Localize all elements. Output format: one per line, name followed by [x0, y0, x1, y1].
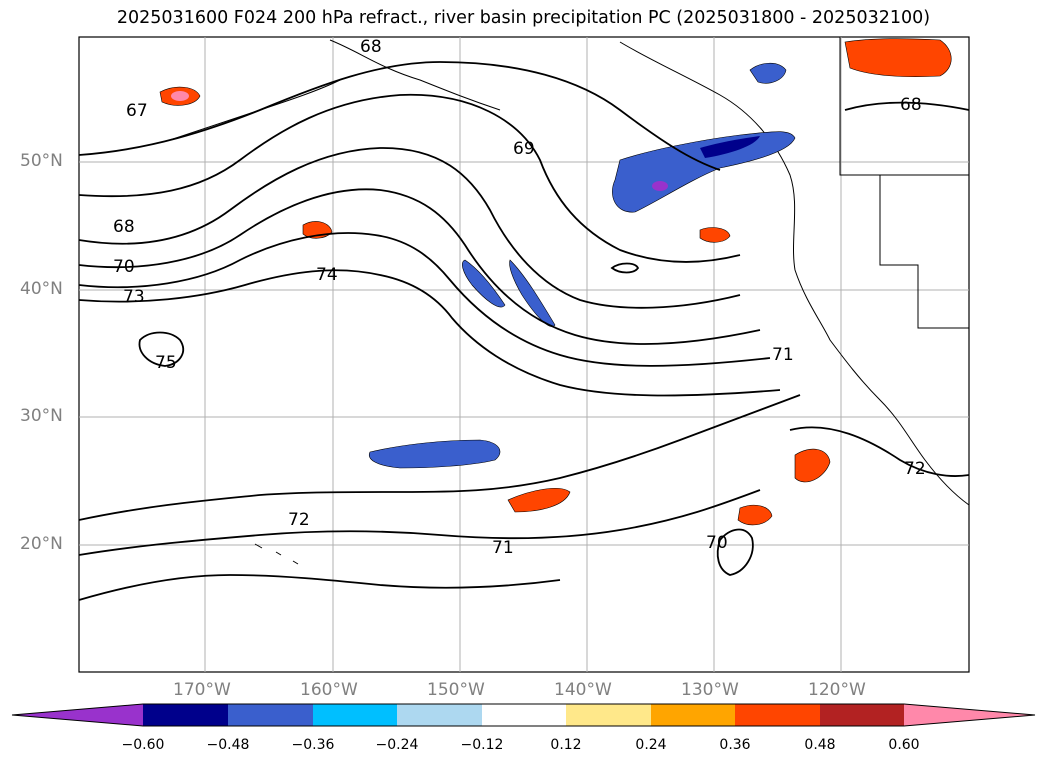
colorbar-segment: [566, 704, 651, 726]
contour-label: 70: [706, 533, 728, 553]
colorbar-segment: [313, 704, 397, 726]
contour-label: 69: [513, 139, 535, 159]
lon-label: 130°W: [681, 680, 739, 700]
lat-label: 20°N: [20, 534, 63, 554]
colorbar-segment: [820, 704, 904, 726]
contour-label: 72: [288, 510, 310, 530]
contour-label: 71: [492, 538, 514, 558]
anomaly-neg-core: [700, 136, 760, 158]
precip-anomaly-fills: [159, 38, 952, 526]
colorbar-tick-label: 0.48: [804, 737, 836, 753]
lon-label: 170°W: [173, 680, 231, 700]
colorbar-tick-label: −0.48: [206, 737, 250, 753]
lon-label: 140°W: [554, 680, 612, 700]
contour-71: [78, 232, 771, 367]
map-title: 2025031600 F024 200 hPa refract., river …: [116, 8, 931, 28]
contour-label: 70: [113, 257, 135, 277]
contour-label: 72: [904, 459, 926, 479]
map-frame: [78, 36, 970, 673]
colorbar-tick-label: 0.24: [635, 737, 667, 753]
colorbar-tick-label: −0.36: [291, 737, 335, 753]
anomaly-pos-canada: [844, 38, 952, 78]
colorbar: [11, 703, 1036, 727]
contour-label: 71: [772, 345, 794, 365]
colorbar-tick-label: 0.12: [550, 737, 582, 753]
contour-labels: 68 67 69 68 68 70 73 74 75 71 72 71 70 7…: [113, 37, 926, 558]
colorbar-tick-label: 0.36: [719, 737, 751, 753]
colorbar-outline: [11, 703, 1036, 727]
lon-label: 160°W: [300, 680, 358, 700]
contour-70-closed: [716, 528, 754, 576]
canada-us-border: [839, 37, 969, 176]
lat-label: 50°N: [20, 151, 63, 171]
colorbar-tick-label: −0.12: [460, 737, 504, 753]
anomaly-pos-baja: [794, 448, 831, 483]
lat-label: 30°N: [20, 406, 63, 426]
alaska-coast: [329, 39, 501, 111]
anomaly-neg-min: [652, 181, 668, 191]
contour-70-south: [78, 574, 561, 601]
colorbar-segment: [482, 704, 566, 726]
colorbar-extend-low: [12, 704, 143, 726]
anomaly-pos-east-pacific: [737, 504, 773, 526]
contour-72-south: [78, 394, 801, 521]
anomaly-pos-max: [171, 91, 189, 101]
contour-70: [78, 188, 761, 345]
contour-68: [78, 93, 741, 263]
contour-label: 73: [123, 287, 145, 307]
contour-69: [78, 147, 741, 309]
anomaly-neg-alaska: [749, 62, 787, 84]
state-borders: [879, 175, 969, 329]
colorbar-segment: [143, 704, 228, 726]
anomaly-pos-subtropics: [507, 487, 571, 513]
lon-label: 120°W: [808, 680, 866, 700]
graticule: [79, 37, 969, 672]
colorbar-segment: [228, 704, 313, 726]
colorbar-segment: [397, 704, 482, 726]
contour-label: 74: [316, 265, 338, 285]
contour-label: 68: [113, 217, 135, 237]
hawaii-islands: [254, 543, 299, 565]
lon-label: 150°W: [427, 680, 485, 700]
colorbar-extend-high: [904, 704, 1035, 726]
anomaly-neg-jet-a: [462, 259, 506, 308]
colorbar-segment: [735, 704, 820, 726]
colorbar-segment: [651, 704, 735, 726]
contour-71-south: [78, 489, 761, 556]
anomaly-pos-offshore: [699, 227, 731, 243]
contour-small-loop: [610, 262, 640, 274]
contour-label: 67: [126, 101, 148, 121]
anomaly-neg-subtropics: [368, 439, 501, 469]
refractivity-contours: [78, 61, 970, 601]
contour-75: [138, 331, 185, 367]
contour-72: [78, 269, 781, 397]
contour-72-east: [789, 426, 970, 477]
contour-label: 68: [360, 37, 382, 57]
contour-67: [78, 61, 721, 171]
contour-label: 75: [155, 353, 177, 373]
lat-label: 40°N: [20, 279, 63, 299]
colorbar-tick-label: 0.60: [888, 737, 920, 753]
colorbar-tick-label: −0.60: [121, 737, 165, 753]
contour-label: 68: [900, 95, 922, 115]
colorbar-tick-label: −0.24: [375, 737, 419, 753]
contour-68-canada: [844, 101, 970, 111]
anomaly-neg-gulf-alaska: [612, 131, 796, 213]
north-america-coast: [619, 41, 970, 506]
